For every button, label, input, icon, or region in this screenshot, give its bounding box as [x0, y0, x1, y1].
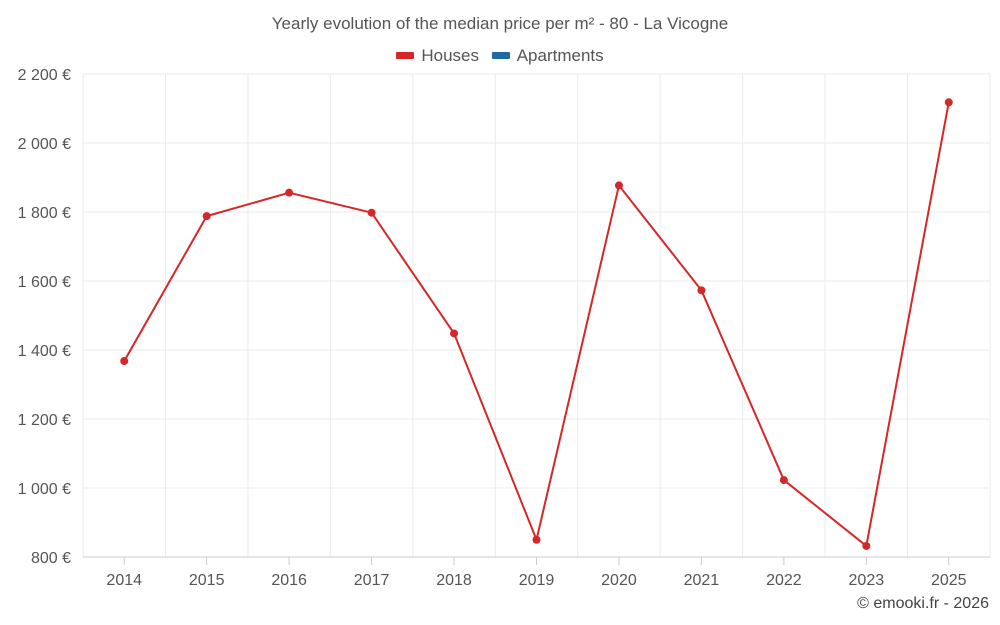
data-point	[450, 329, 459, 338]
data-point	[532, 535, 541, 544]
y-tick-label: 1 000 €	[18, 481, 71, 498]
y-tick-label: 1 400 €	[18, 343, 71, 360]
legend-item-apartments[interactable]: Apartments	[491, 45, 604, 66]
data-point	[697, 286, 706, 295]
y-tick-label: 2 200 €	[18, 67, 71, 84]
legend-label-apartments: Apartments	[516, 45, 604, 65]
data-point	[285, 188, 294, 197]
data-point	[779, 476, 788, 485]
data-point	[862, 541, 871, 550]
legend-swatch-houses	[396, 52, 415, 59]
data-point	[367, 208, 376, 217]
legend-label-houses: Houses	[421, 45, 479, 65]
y-tick-label: 800 €	[31, 550, 71, 567]
x-tick-label: 2020	[601, 572, 637, 589]
x-tick-label: 2021	[684, 572, 720, 589]
x-tick-label: 2016	[271, 572, 307, 589]
data-point	[944, 98, 953, 107]
chart-title: Yearly evolution of the median price per…	[271, 14, 729, 33]
x-tick-label: 2023	[849, 572, 885, 589]
y-tick-label: 1 800 €	[18, 205, 71, 222]
data-point	[120, 357, 129, 366]
x-tick-label: 2014	[106, 572, 142, 589]
x-tick-label: 2025	[931, 572, 967, 589]
data-point	[614, 181, 623, 190]
x-tick-label: 2017	[354, 572, 390, 589]
legend-swatch-apartments	[491, 52, 510, 59]
x-tick-label: 2019	[519, 572, 555, 589]
x-tick-label: 2018	[436, 572, 472, 589]
y-tick-label: 2 000 €	[18, 136, 71, 153]
legend: Houses Apartments	[0, 44, 1000, 66]
credit-text: © emooki.fr - 2026	[857, 595, 989, 612]
legend-item-houses[interactable]: Houses	[396, 46, 479, 66]
x-tick-label: 2022	[766, 572, 802, 589]
y-tick-label: 1 600 €	[18, 274, 71, 291]
data-point	[202, 212, 211, 221]
x-tick-label: 2015	[189, 572, 225, 589]
y-tick-label: 1 200 €	[18, 412, 71, 429]
